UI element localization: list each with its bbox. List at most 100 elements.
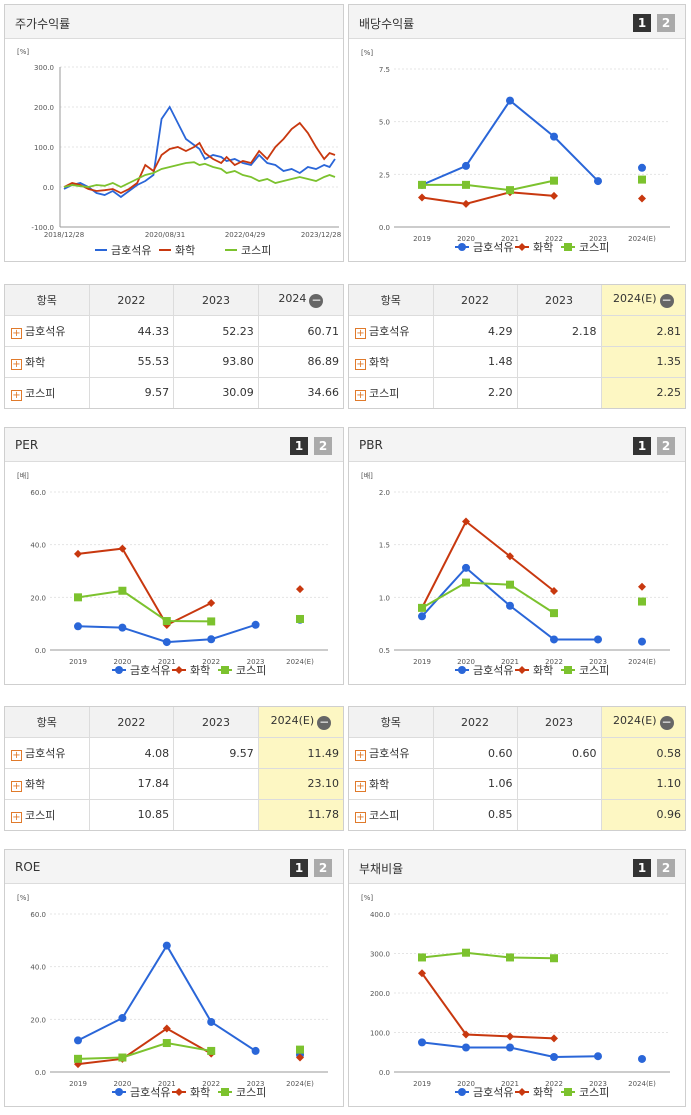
column-header-year: 2023: [517, 707, 602, 739]
table-row: + 금호석유 44.33 52.23 60.71: [5, 315, 343, 347]
table-header-row: 항목 2022 2023 2024(E) −: [349, 707, 685, 739]
x-tick-label: 2024(E): [286, 658, 314, 666]
page-1-button[interactable]: 1: [633, 859, 651, 877]
metrics-table: 항목 2022 2023 2024(E) − + 금호석유 4.08 9.57 11.49 + 화학 1…: [5, 707, 343, 830]
page-2-button[interactable]: 2: [314, 859, 332, 877]
series-line-kospi: [421, 581, 555, 614]
panel-header: 주가수익률: [5, 5, 343, 39]
page-2-button[interactable]: 2: [657, 437, 675, 455]
expand-plus-icon[interactable]: +: [355, 780, 366, 792]
expand-plus-icon[interactable]: +: [11, 358, 22, 370]
metrics-table: 항목 2022 2023 2024− + 금호석유 44.33 52.23 60.71 + 화학 55…: [5, 285, 343, 408]
data-point-kumho: [462, 161, 470, 170]
expand-plus-icon[interactable]: +: [11, 328, 22, 340]
per-chart: [배] 60.0 40.0 20.0 0.0 2019 2020 2021 2022 2023 20…: [17, 471, 328, 677]
legend-marker-chem: [518, 1088, 526, 1096]
x-tick-label: 2023/12/28: [301, 231, 341, 239]
x-tick-label: 2022: [202, 658, 220, 666]
y-unit-label: [%]: [361, 49, 373, 57]
dividend-yield-table: 항목 2022 2023 2024(E) − + 금호석유 4.29 2.18 2.81 + 화학 1.…: [348, 284, 686, 409]
expand-plus-icon[interactable]: +: [355, 811, 366, 823]
data-point-chem: [506, 1032, 514, 1041]
per-table: 항목 2022 2023 2024(E) − + 금호석유 4.08 9.57 11.49 + 화학 1…: [4, 706, 344, 831]
page-2-button[interactable]: 2: [657, 14, 675, 32]
column-header-year: 2022: [433, 285, 518, 317]
x-tick-label: 2021: [158, 1080, 176, 1088]
page-1-button[interactable]: 1: [633, 14, 651, 32]
expand-plus-icon[interactable]: +: [11, 780, 22, 792]
data-point-kospi: [296, 1045, 304, 1054]
table-row: + 화학 1.48 1.35: [349, 346, 685, 378]
header-label: 2024(E): [612, 714, 657, 728]
legend-label-chem: 화학: [190, 664, 210, 677]
legend-label-kumho: 금호석유: [111, 244, 151, 257]
row-label: + 코스피: [5, 799, 90, 830]
y-tick-label: 20.0: [30, 1016, 46, 1024]
table-cell: 86.89: [258, 346, 343, 378]
data-point-kumho: [594, 1052, 602, 1061]
expand-plus-icon[interactable]: +: [11, 750, 22, 762]
expand-plus-icon[interactable]: +: [355, 328, 366, 340]
page-1-button[interactable]: 1: [290, 859, 308, 877]
y-tick-label: 2.5: [379, 171, 390, 179]
table-row: + 코스피 0.85 0.96: [349, 799, 685, 830]
table-row: + 화학 55.53 93.80 86.89: [5, 346, 343, 378]
data-point-chem: [638, 582, 646, 591]
legend-label-kumho: 금호석유: [130, 664, 170, 677]
legend-marker-kumho: [115, 666, 123, 674]
page-2-button[interactable]: 2: [657, 859, 675, 877]
row-label-text: 화학: [369, 777, 390, 791]
page-2-button[interactable]: 2: [314, 437, 332, 455]
data-point-kumho: [251, 1046, 260, 1055]
column-header-year: 2024(E) −: [258, 707, 343, 739]
x-tick-label: 2022: [202, 1080, 220, 1088]
column-header-year: 2022: [433, 707, 518, 739]
expand-plus-icon[interactable]: +: [355, 389, 366, 401]
header-label: 2024(E): [270, 714, 315, 728]
row-label: + 금호석유: [5, 737, 90, 769]
expand-plus-icon[interactable]: +: [11, 811, 22, 823]
y-tick-label: 100.0: [370, 1030, 390, 1038]
page-1-button[interactable]: 1: [290, 437, 308, 455]
x-tick-label: 2023: [589, 658, 607, 666]
data-point-chem: [74, 1060, 82, 1069]
table-cell: 0.58: [601, 737, 685, 769]
collapse-minus-icon[interactable]: −: [659, 715, 674, 731]
header-label: 2024(E): [612, 292, 657, 306]
expand-plus-icon[interactable]: +: [11, 389, 22, 401]
expand-plus-icon[interactable]: +: [355, 358, 366, 370]
data-point-kumho: [638, 163, 646, 172]
data-point-kospi: [550, 609, 558, 618]
x-tick-label: 2019: [69, 658, 87, 666]
table-cell: 2.20: [433, 377, 518, 408]
data-point-kospi: [74, 1054, 82, 1063]
data-point-chem: [550, 1034, 558, 1043]
series-line-kumho: [77, 943, 257, 1052]
x-tick-label: 2018/12/28: [44, 231, 84, 239]
x-tick-label: 2021: [501, 1080, 519, 1088]
page-1-button[interactable]: 1: [633, 437, 651, 455]
row-label: + 금호석유: [5, 315, 90, 347]
debt-ratio-panel: 부채비율 1 2 [%] 400.0 300.0 200.0 100.0 0.0 2019 2…: [348, 849, 686, 1107]
data-point-kumho: [550, 1052, 558, 1061]
table-cell: 10.85: [89, 799, 175, 830]
series-line-chem: [77, 1027, 212, 1066]
pbr-table: 항목 2022 2023 2024(E) − + 금호석유 0.60 0.60 0.58 + 화학 1.…: [348, 706, 686, 831]
row-label-text: 코스피: [25, 808, 56, 822]
collapse-minus-icon[interactable]: −: [659, 293, 674, 309]
column-header-item: 항목: [349, 707, 434, 739]
expand-plus-icon[interactable]: +: [355, 750, 366, 762]
data-point-kospi: [118, 586, 127, 595]
row-label: + 코스피: [349, 377, 434, 408]
y-tick-label: 0.0: [43, 184, 54, 192]
data-point-kumho: [550, 132, 558, 141]
collapse-minus-icon[interactable]: −: [317, 715, 332, 731]
collapse-minus-icon[interactable]: −: [309, 293, 324, 309]
column-header-item: 항목: [5, 707, 90, 739]
x-tick-label: 2022: [545, 658, 563, 666]
data-point-kospi: [462, 180, 470, 189]
y-tick-label: 200.0: [34, 104, 54, 112]
x-tick-label: 2023: [247, 1080, 265, 1088]
table-row: + 코스피 2.20 2.25: [349, 377, 685, 408]
